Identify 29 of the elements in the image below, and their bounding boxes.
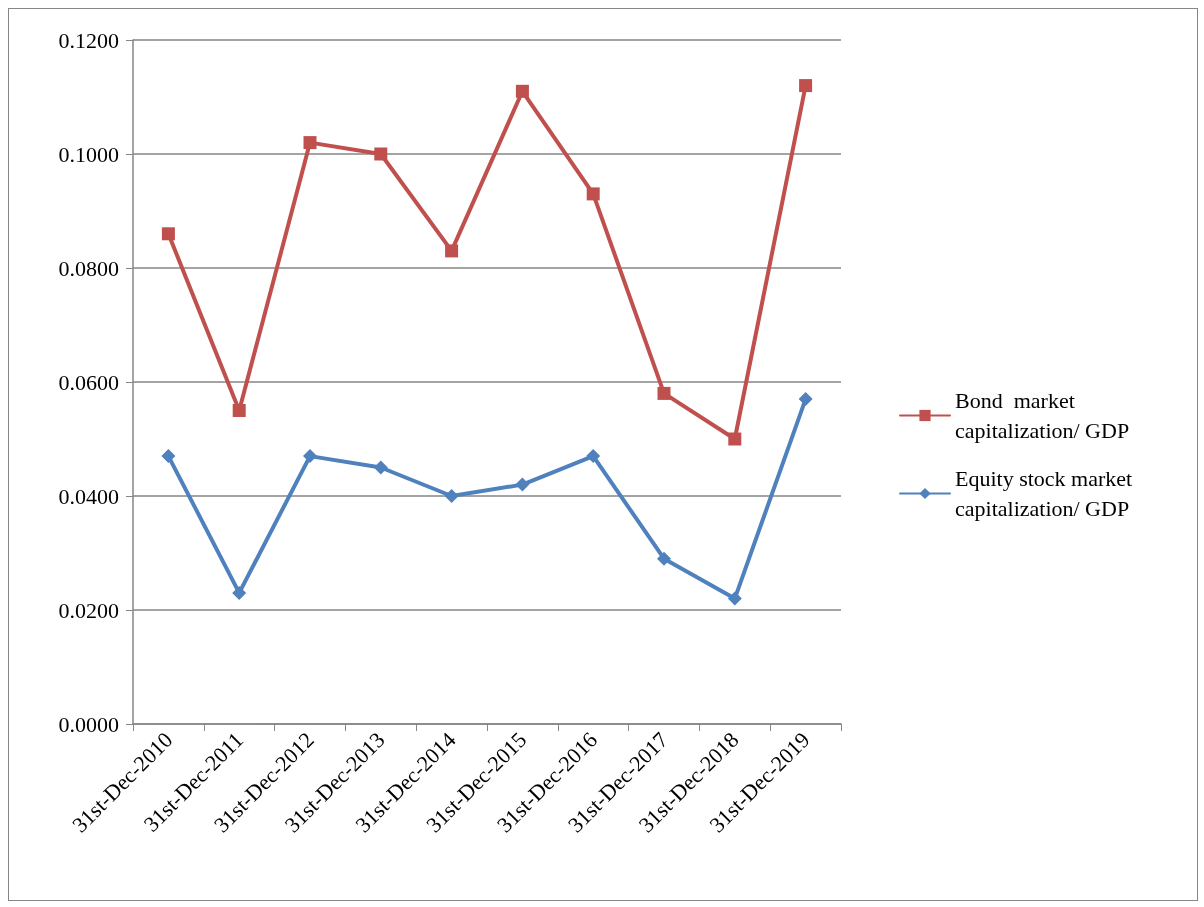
point bbox=[727, 591, 742, 606]
point bbox=[728, 432, 742, 446]
point bbox=[232, 585, 247, 600]
legend-label: Bond market capitalization/ GDP bbox=[955, 388, 1130, 443]
point bbox=[374, 147, 388, 161]
point bbox=[657, 551, 671, 566]
point bbox=[798, 392, 813, 407]
y-tick-label: 0.0800 bbox=[58, 255, 119, 281]
y-tick-label: 0.0600 bbox=[58, 369, 119, 395]
point bbox=[161, 449, 176, 464]
point bbox=[161, 227, 175, 241]
point bbox=[586, 449, 601, 464]
point bbox=[445, 244, 459, 258]
point bbox=[303, 449, 317, 464]
point bbox=[373, 460, 388, 475]
point bbox=[515, 84, 529, 98]
point bbox=[303, 136, 317, 150]
point bbox=[799, 79, 813, 93]
legend-label: Equity stock market capitalization/ GDP bbox=[955, 466, 1138, 521]
y-tick-label: 0.0000 bbox=[58, 711, 119, 737]
point bbox=[515, 477, 530, 492]
point bbox=[444, 489, 459, 503]
point bbox=[232, 404, 246, 417]
y-tick-label: 0.0200 bbox=[58, 597, 119, 623]
point bbox=[586, 187, 600, 201]
point bbox=[657, 386, 671, 400]
y-tick-label: 0.1000 bbox=[58, 141, 119, 167]
y-tick-label: 0.1200 bbox=[58, 27, 119, 53]
y-tick-label: 0.0400 bbox=[58, 483, 119, 509]
